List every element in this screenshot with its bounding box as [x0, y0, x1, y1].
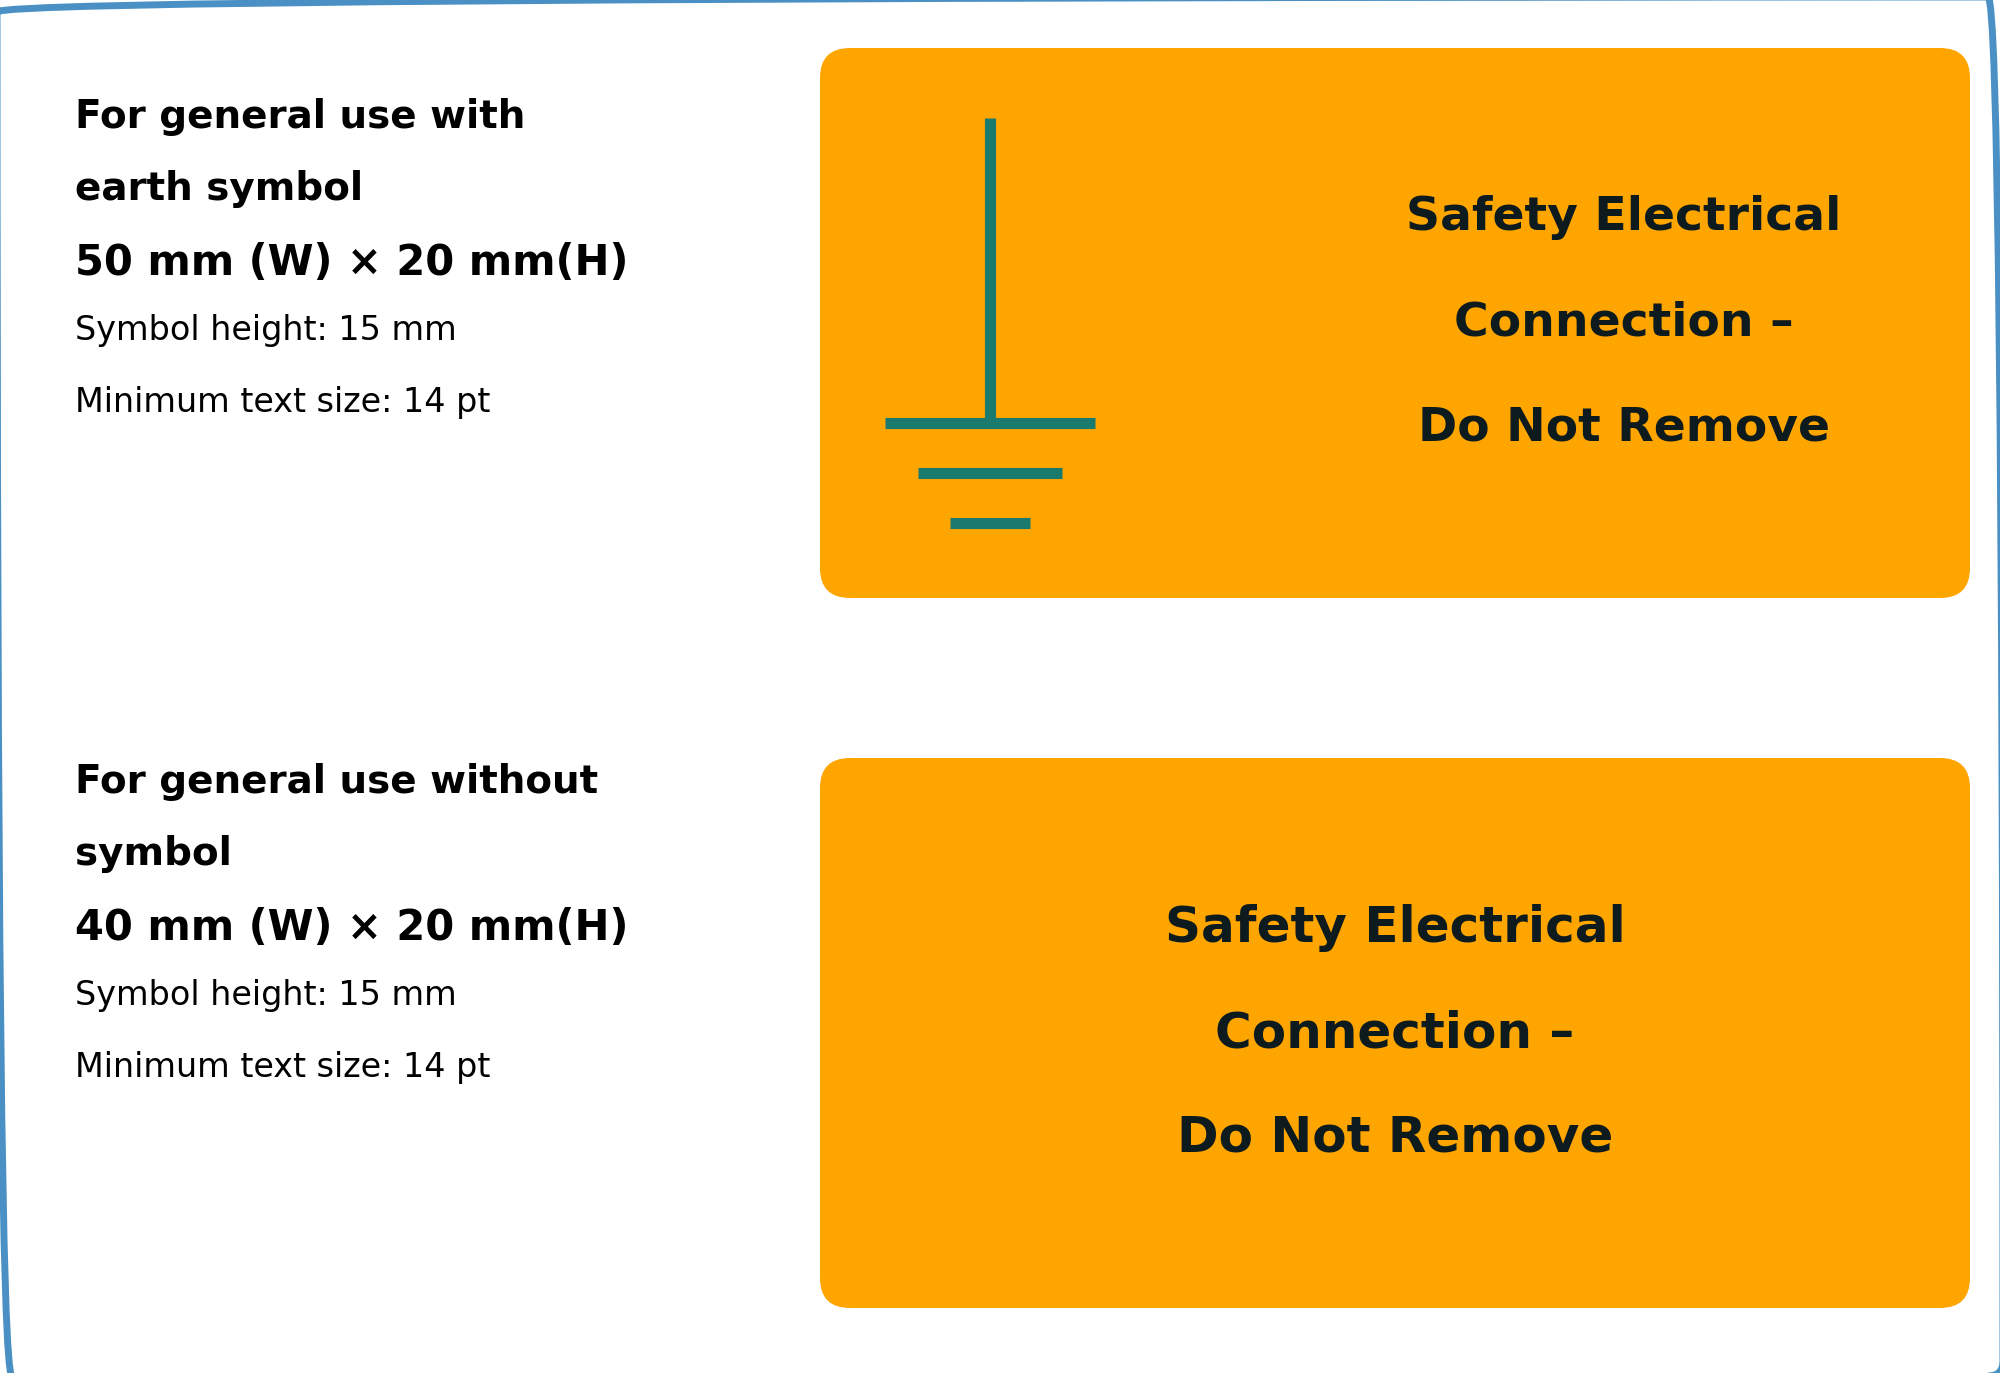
Text: Connection –: Connection – [1454, 301, 1794, 346]
Text: Do Not Remove: Do Not Remove [1176, 1114, 1614, 1162]
FancyBboxPatch shape [820, 758, 1970, 1308]
Text: Safety Electrical: Safety Electrical [1406, 195, 1842, 240]
Text: earth symbol: earth symbol [76, 170, 364, 207]
Text: Connection –: Connection – [1216, 1009, 1574, 1057]
Text: For general use with: For general use with [76, 97, 526, 136]
Text: Minimum text size: 14 pt: Minimum text size: 14 pt [76, 1050, 490, 1085]
Text: Minimum text size: 14 pt: Minimum text size: 14 pt [76, 386, 490, 419]
Text: symbol: symbol [76, 835, 232, 873]
Text: Symbol height: 15 mm: Symbol height: 15 mm [76, 979, 456, 1012]
FancyBboxPatch shape [820, 48, 1970, 599]
Text: 50 mm (W) × 20 mm(H): 50 mm (W) × 20 mm(H) [76, 242, 628, 284]
Text: Do Not Remove: Do Not Remove [1418, 405, 1830, 450]
Text: Safety Electrical: Safety Electrical [1164, 903, 1626, 951]
Text: Symbol height: 15 mm: Symbol height: 15 mm [76, 314, 456, 347]
Text: 40 mm (W) × 20 mm(H): 40 mm (W) × 20 mm(H) [76, 908, 628, 949]
Text: For general use without: For general use without [76, 763, 598, 800]
